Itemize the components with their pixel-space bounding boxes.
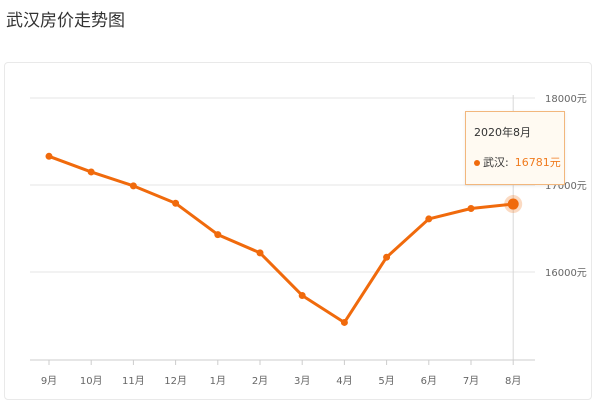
tooltip-row: 武汉: 16781元 [474, 154, 561, 170]
highlight-point [507, 198, 519, 210]
x-tick-label: 10月 [80, 375, 103, 387]
tooltip-value: 16781元 [514, 156, 561, 169]
data-point [383, 253, 391, 261]
x-tick-label: 12月 [164, 375, 187, 387]
x-tick-label: 2月 [252, 375, 268, 387]
x-tick-label: 9月 [41, 375, 57, 387]
data-point [340, 318, 348, 326]
data-tooltip: 2020年8月 武汉: 16781元 [465, 111, 565, 185]
y-tick-label: 16000元 [545, 268, 587, 279]
y-tick-label: 17000元 [545, 181, 587, 192]
data-point [467, 204, 475, 212]
x-tick-label: 7月 [463, 375, 479, 387]
data-point [425, 215, 433, 223]
x-tick-label: 11月 [122, 375, 145, 387]
data-point [172, 199, 180, 207]
series-dot-icon [474, 160, 480, 166]
data-point [45, 152, 53, 160]
y-tick-label: 18000元 [545, 94, 587, 105]
x-tick-label: 5月 [378, 375, 394, 387]
x-tick-label: 3月 [294, 375, 310, 387]
tooltip-series-label: 武汉: [483, 156, 509, 169]
x-tick-label: 4月 [336, 375, 352, 387]
data-point [129, 182, 137, 190]
x-tick-label: 1月 [210, 375, 226, 387]
series-line [47, 154, 515, 324]
data-point [256, 249, 264, 257]
data-point [87, 168, 95, 176]
x-tick-label: 6月 [421, 375, 437, 387]
data-point [298, 291, 306, 299]
page-title: 武汉房价走势图 [6, 11, 125, 31]
tooltip-date: 2020年8月 [474, 126, 531, 139]
x-tick-label: 8月 [505, 375, 521, 387]
data-point [214, 231, 222, 239]
